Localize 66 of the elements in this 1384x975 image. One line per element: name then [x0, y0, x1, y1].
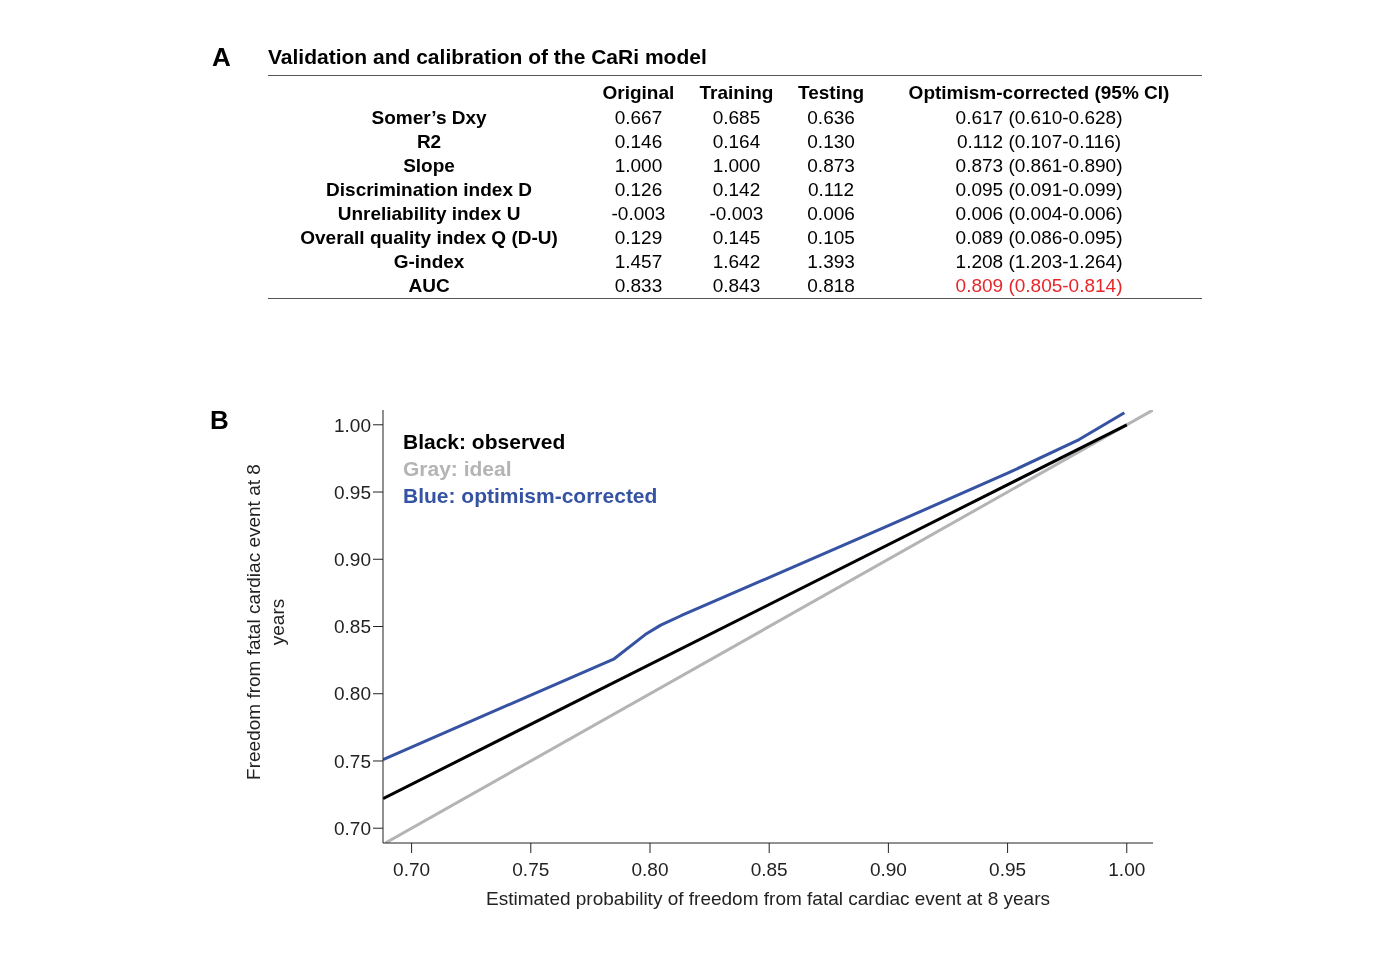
text: 0.843 — [712, 275, 761, 296]
category-label: Testing — [797, 81, 866, 105]
x-tick-label: 0.90 — [869, 859, 907, 881]
category-label: Somer’s Dxy — [371, 107, 487, 128]
x-tick-label: 0.95 — [989, 859, 1027, 881]
text: 0.809 (0.805-0.814) — [955, 275, 1123, 296]
y-tick-label: 0.95 — [334, 481, 371, 503]
x-axis-title: Estimated probability of freedom from fatal cardiac event at 8 years — [486, 888, 1050, 909]
category-label: R2 — [416, 131, 442, 152]
text: Validation and calibration of the CaRi model — [268, 42, 1202, 76]
text: 0.112 (0.107-0.116) — [956, 131, 1122, 152]
text: 0.818 — [807, 275, 855, 296]
x-tick-label: 0.75 — [512, 859, 550, 881]
category-label: Unreliability index U — [337, 203, 521, 224]
x-tick-label: 0.70 — [393, 859, 431, 881]
text: 0.130 — [807, 131, 855, 152]
text: 0.145 — [712, 227, 761, 248]
category-label: Optimism-corrected (95% CI) — [907, 81, 1171, 105]
text: 0.105 — [807, 227, 855, 248]
text: A — [212, 42, 231, 73]
category-label: Slope — [403, 155, 455, 176]
category-label: Overall quality index Q (D-U) — [300, 227, 558, 248]
text: 1.642 — [712, 251, 761, 272]
category-label: Discrimination index D — [326, 179, 532, 200]
text: -0.003 — [611, 203, 666, 224]
text: 0.112 — [808, 179, 855, 200]
text: 0.636 — [807, 107, 855, 128]
text: B — [210, 405, 229, 436]
y-axis-title: Freedom from fatal cardiac event at 8 years — [242, 462, 289, 782]
text: 0.873 (0.861-0.890) — [955, 155, 1123, 176]
text: 0.142 — [712, 179, 761, 200]
y-tick-label: 0.90 — [334, 549, 371, 571]
text: 0.089 (0.086-0.095) — [955, 227, 1123, 248]
y-tick-label: 0.85 — [334, 616, 371, 638]
y-tick-label: 0.80 — [334, 683, 371, 705]
text: 1.000 — [712, 155, 761, 176]
text: 1.457 — [614, 251, 663, 272]
category-label: Original — [601, 81, 676, 105]
text: 0.126 — [614, 179, 663, 200]
x-tick-label: 0.85 — [750, 859, 788, 881]
text: 1.393 — [807, 251, 855, 272]
text: 0.685 — [712, 107, 761, 128]
text: 0.873 — [807, 155, 855, 176]
text: 0.146 — [614, 131, 663, 152]
text: 0.006 (0.004-0.006) — [955, 203, 1123, 224]
text: 0.129 — [614, 227, 663, 248]
y-tick-label: 0.70 — [334, 817, 371, 839]
text: 0.833 — [614, 275, 663, 296]
category-label: AUC — [408, 275, 450, 296]
text: Gray: ideal — [403, 456, 513, 482]
y-tick-label: 1.00 — [334, 414, 371, 436]
x-tick-label: 1.00 — [1108, 859, 1146, 881]
text: 1.208 (1.203-1.264) — [955, 251, 1123, 272]
text: 0.164 — [712, 131, 761, 152]
text: Blue: optimism-corrected — [403, 483, 658, 509]
text: 0.617 (0.610-0.628) — [955, 107, 1123, 128]
text: Black: observed — [403, 429, 567, 455]
text: 0.095 (0.091-0.099) — [955, 179, 1123, 200]
x-tick-label: 0.80 — [631, 859, 669, 881]
text: 1.000 — [614, 155, 663, 176]
category-label: G-index — [393, 251, 465, 272]
text: 0.667 — [614, 107, 663, 128]
text: 0.006 — [807, 203, 855, 224]
category-label: Training — [698, 81, 775, 105]
y-tick-label: 0.75 — [334, 750, 371, 772]
text: -0.003 — [709, 203, 764, 224]
